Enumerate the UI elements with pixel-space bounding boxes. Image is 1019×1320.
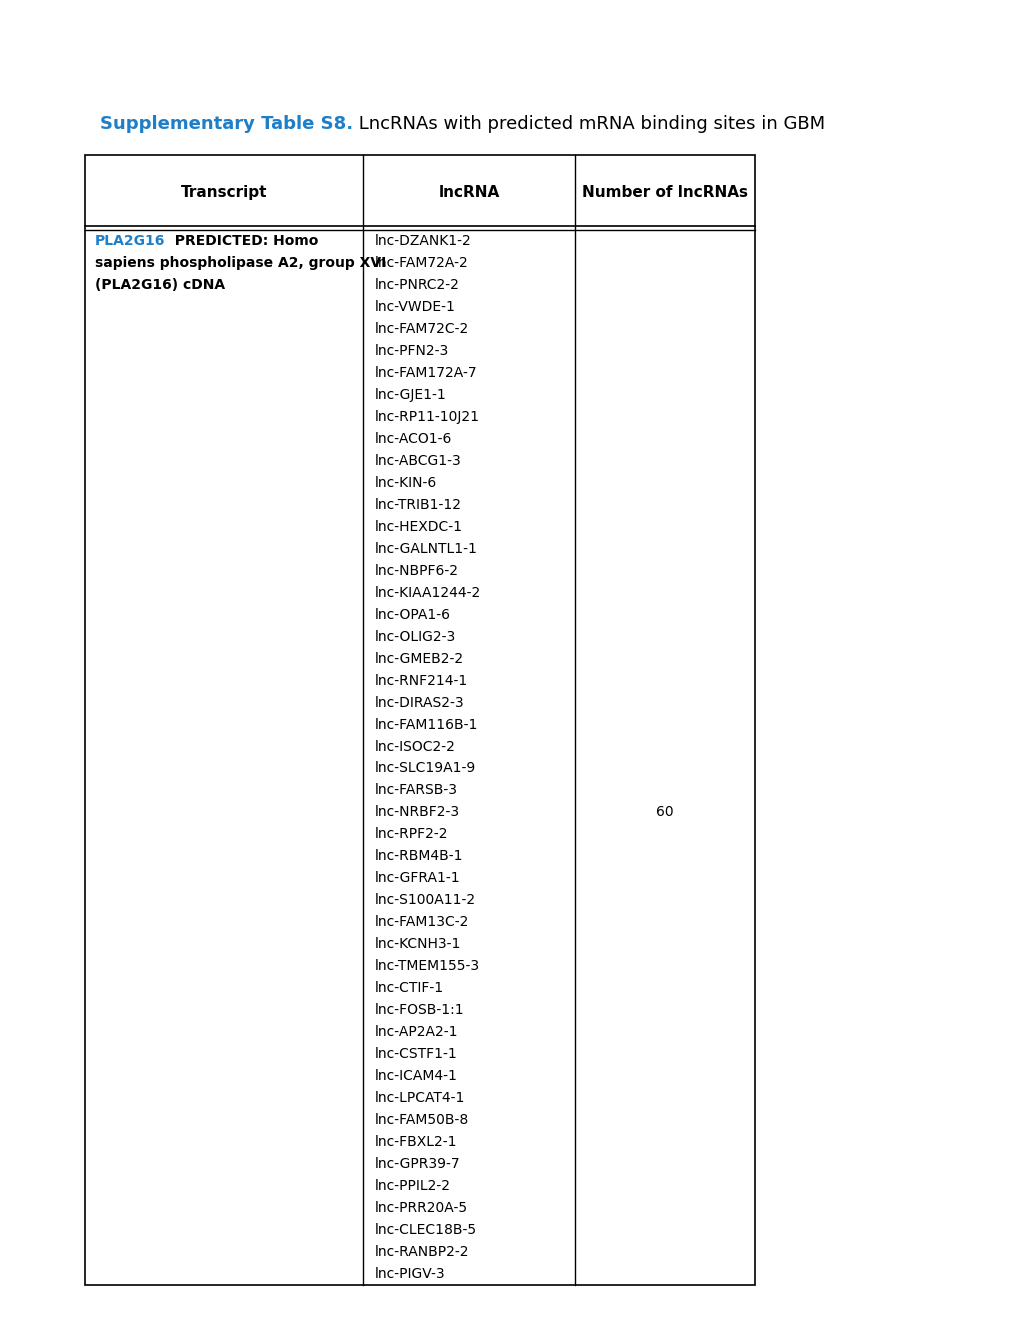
Text: lnc-GJE1-1: lnc-GJE1-1 [375, 388, 446, 401]
Text: lnc-NRBF2-3: lnc-NRBF2-3 [375, 805, 460, 820]
Text: lnc-KIAA1244-2: lnc-KIAA1244-2 [375, 586, 481, 599]
Text: lnc-ACO1-6: lnc-ACO1-6 [375, 432, 452, 446]
Text: lnc-GALNTL1-1: lnc-GALNTL1-1 [375, 541, 478, 556]
Text: lnc-PFN2-3: lnc-PFN2-3 [375, 345, 448, 358]
Text: lnc-FAM172A-7: lnc-FAM172A-7 [375, 366, 477, 380]
Text: Number of lncRNAs: Number of lncRNAs [582, 185, 747, 201]
Text: lnc-SLC19A1-9: lnc-SLC19A1-9 [375, 762, 476, 775]
Text: lnc-DIRAS2-3: lnc-DIRAS2-3 [375, 696, 465, 710]
Text: lnc-RANBP2-2: lnc-RANBP2-2 [375, 1245, 469, 1259]
Text: lnc-FAM72C-2: lnc-FAM72C-2 [375, 322, 469, 335]
Text: lnc-GPR39-7: lnc-GPR39-7 [375, 1158, 461, 1171]
Text: lnc-OPA1-6: lnc-OPA1-6 [375, 607, 450, 622]
Text: lnc-GFRA1-1: lnc-GFRA1-1 [375, 871, 461, 886]
Text: lnc-FARSB-3: lnc-FARSB-3 [375, 784, 458, 797]
Text: lnc-RPF2-2: lnc-RPF2-2 [375, 828, 448, 841]
Text: Transcript: Transcript [180, 185, 267, 201]
Text: lnc-FBXL2-1: lnc-FBXL2-1 [375, 1135, 458, 1150]
Text: lnc-NBPF6-2: lnc-NBPF6-2 [375, 564, 459, 578]
Text: lnc-GMEB2-2: lnc-GMEB2-2 [375, 652, 464, 665]
Text: lnc-RBM4B-1: lnc-RBM4B-1 [375, 849, 463, 863]
Text: lnc-S100A11-2: lnc-S100A11-2 [375, 894, 476, 907]
Text: lnc-TRIB1-12: lnc-TRIB1-12 [375, 498, 462, 512]
Text: PLA2G16: PLA2G16 [95, 234, 165, 248]
Text: Supplementary Table S8.: Supplementary Table S8. [100, 115, 353, 133]
Text: lnc-HEXDC-1: lnc-HEXDC-1 [375, 520, 463, 533]
Text: lnc-FAM116B-1: lnc-FAM116B-1 [375, 718, 478, 731]
Text: lnc-CTIF-1: lnc-CTIF-1 [375, 981, 443, 995]
Text: lnc-ISOC2-2: lnc-ISOC2-2 [375, 739, 455, 754]
Text: lnc-PRR20A-5: lnc-PRR20A-5 [375, 1201, 468, 1216]
Text: lnc-AP2A2-1: lnc-AP2A2-1 [375, 1026, 459, 1039]
Text: lnc-LPCAT4-1: lnc-LPCAT4-1 [375, 1092, 465, 1105]
Text: lnc-RP11-10J21: lnc-RP11-10J21 [375, 409, 480, 424]
Text: lnc-FAM72A-2: lnc-FAM72A-2 [375, 256, 469, 271]
Text: lnc-RNF214-1: lnc-RNF214-1 [375, 673, 468, 688]
Text: lnc-FAM50B-8: lnc-FAM50B-8 [375, 1113, 469, 1127]
Text: lnc-TMEM155-3: lnc-TMEM155-3 [375, 960, 480, 973]
Text: LncRNAs with predicted mRNA binding sites in GBM: LncRNAs with predicted mRNA binding site… [353, 115, 824, 133]
Text: lnc-DZANK1-2: lnc-DZANK1-2 [375, 234, 471, 248]
Text: lnc-FAM13C-2: lnc-FAM13C-2 [375, 915, 469, 929]
Text: (PLA2G16) cDNA: (PLA2G16) cDNA [95, 279, 225, 292]
Text: lnc-PPIL2-2: lnc-PPIL2-2 [375, 1179, 450, 1193]
Text: PREDICTED: Homo: PREDICTED: Homo [165, 234, 319, 248]
Text: lnc-PNRC2-2: lnc-PNRC2-2 [375, 279, 460, 292]
Text: lncRNA: lncRNA [438, 185, 499, 201]
Text: lnc-KCNH3-1: lnc-KCNH3-1 [375, 937, 461, 952]
Text: lnc-CSTF1-1: lnc-CSTF1-1 [375, 1047, 458, 1061]
Text: lnc-CLEC18B-5: lnc-CLEC18B-5 [375, 1224, 477, 1237]
Text: lnc-OLIG2-3: lnc-OLIG2-3 [375, 630, 455, 644]
Text: lnc-PIGV-3: lnc-PIGV-3 [375, 1267, 445, 1280]
Text: 60: 60 [655, 805, 674, 820]
Text: sapiens phospholipase A2, group XVI: sapiens phospholipase A2, group XVI [95, 256, 386, 271]
Text: lnc-KIN-6: lnc-KIN-6 [375, 475, 437, 490]
Bar [85, 154, 754, 1284]
Text: lnc-ICAM4-1: lnc-ICAM4-1 [375, 1069, 458, 1084]
Text: lnc-VWDE-1: lnc-VWDE-1 [375, 300, 455, 314]
Text: lnc-FOSB-1:1: lnc-FOSB-1:1 [375, 1003, 465, 1018]
Text: lnc-ABCG1-3: lnc-ABCG1-3 [375, 454, 462, 467]
